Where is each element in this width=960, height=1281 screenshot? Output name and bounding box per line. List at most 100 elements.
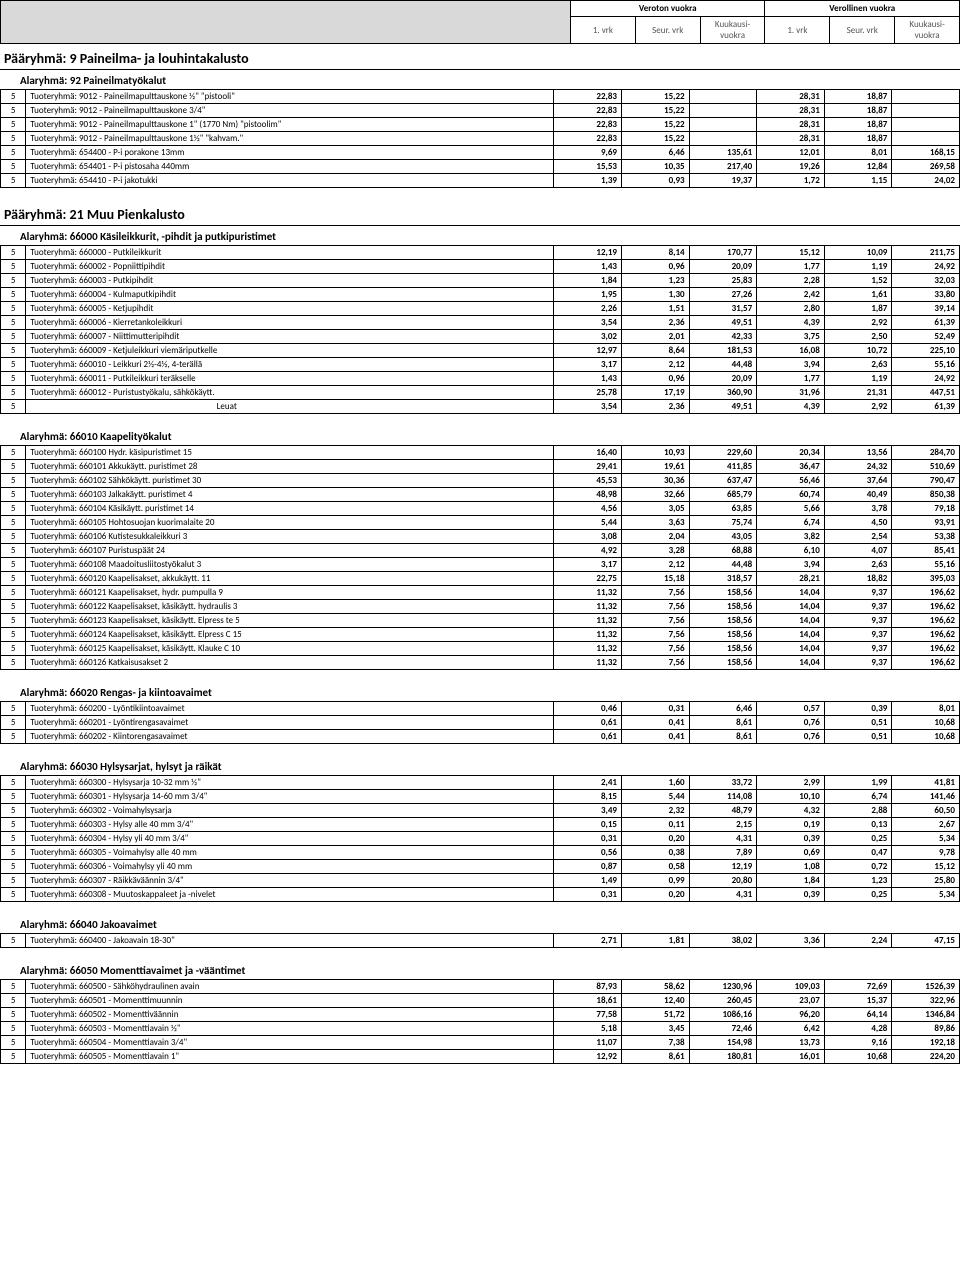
price-cell: 6,74: [757, 516, 825, 530]
price-cell: 43,05: [689, 530, 757, 544]
price-cell: 40,49: [824, 488, 892, 502]
price-cell: 25,78: [554, 386, 622, 400]
price-cell: 211,75: [892, 246, 960, 260]
price-cell: 7,56: [622, 642, 690, 656]
price-cell: 19,26: [757, 160, 825, 174]
price-cell: 44,48: [689, 558, 757, 572]
price-cell: 196,62: [892, 628, 960, 642]
row-spacer: [427, 860, 554, 874]
price-cell: 11,32: [554, 642, 622, 656]
price-cell: 72,69: [824, 980, 892, 994]
price-cell: 8,61: [689, 716, 757, 730]
price-cell: 4,50: [824, 516, 892, 530]
row-spacer: [427, 628, 554, 642]
price-cell: 12,97: [554, 344, 622, 358]
price-cell: 18,87: [824, 132, 892, 146]
row-description: Tuoteryhmä: 660500 - Sähköhydraulinen av…: [26, 980, 427, 994]
row-index: 5: [1, 818, 26, 832]
table-row: 5Tuoteryhmä: 660012 - Puristustyökalu, s…: [1, 386, 960, 400]
price-cell: 55,16: [892, 358, 960, 372]
table-row: 5Tuoteryhmä: 660126 Katkaisusakset 211,3…: [1, 656, 960, 670]
price-cell: 109,03: [757, 980, 825, 994]
price-table: 5Tuoteryhmä: 660500 - Sähköhydraulinen a…: [0, 979, 960, 1064]
price-cell: 20,80: [689, 874, 757, 888]
row-index: 5: [1, 288, 26, 302]
price-cell: 5,44: [554, 516, 622, 530]
price-cell: 56,46: [757, 474, 825, 488]
price-cell: 22,83: [554, 132, 622, 146]
price-cell: 22,75: [554, 572, 622, 586]
price-cell: 22,83: [554, 90, 622, 104]
price-cell: 1,15: [824, 174, 892, 188]
price-cell: 1,39: [554, 174, 622, 188]
row-description: Tuoteryhmä: 660004 - Kulmaputkipihdit: [26, 288, 427, 302]
price-cell: 1,95: [554, 288, 622, 302]
price-cell: 685,79: [689, 488, 757, 502]
row-description: Tuoteryhmä: 9012 - Paineilmapulttauskone…: [26, 104, 427, 118]
sub-group-title: Alaryhmä: 66050 Momenttiavaimet ja -vään…: [0, 960, 960, 979]
table-row: 5Tuoteryhmä: 660103 Jalkakäytt. puristim…: [1, 488, 960, 502]
price-cell: 4,39: [757, 400, 825, 414]
table-row: 5Tuoteryhmä: 9012 - Paineilmapulttauskon…: [1, 104, 960, 118]
price-cell: 7,56: [622, 656, 690, 670]
price-cell: 158,56: [689, 600, 757, 614]
price-cell: 0,69: [757, 846, 825, 860]
row-description: Tuoteryhmä: 660202 - Kiintorengasavaimet: [26, 730, 427, 744]
row-description: Tuoteryhmä: 660010 - Leikkuri 2½-4½, 4-t…: [26, 358, 427, 372]
price-cell: 8,01: [824, 146, 892, 160]
row-description: Tuoteryhmä: 660012 - Puristustyökalu, sä…: [26, 386, 427, 400]
price-cell: 9,37: [824, 628, 892, 642]
row-spacer: [427, 1050, 554, 1064]
price-cell: 51,72: [622, 1008, 690, 1022]
price-cell: 55,16: [892, 558, 960, 572]
price-cell: 135,61: [689, 146, 757, 160]
main-group-title: Pääryhmä: 9 Paineilma- ja louhintakalust…: [0, 44, 960, 70]
row-spacer: [427, 118, 554, 132]
price-cell: 48,98: [554, 488, 622, 502]
table-row: 5Tuoteryhmä: 660505 - Momenttiavain 1"12…: [1, 1050, 960, 1064]
price-cell: 192,18: [892, 1036, 960, 1050]
price-cell: 1,19: [824, 260, 892, 274]
price-cell: 8,61: [689, 730, 757, 744]
price-cell: 1,77: [757, 372, 825, 386]
row-index: 5: [1, 600, 26, 614]
row-index: 5: [1, 716, 26, 730]
table-row: 5Tuoteryhmä: 654401 - P-i pistosaha 440m…: [1, 160, 960, 174]
price-cell: 158,56: [689, 614, 757, 628]
price-table: 5Tuoteryhmä: 9012 - Paineilmapulttauskon…: [0, 89, 960, 188]
price-cell: 360,90: [689, 386, 757, 400]
price-cell: 447,51: [892, 386, 960, 400]
header-sub-kk-b: Kuukausi-vuokra: [895, 17, 960, 44]
price-cell: 196,62: [892, 656, 960, 670]
row-description: Tuoteryhmä: 660201 - Lyöntirengasavaimet: [26, 716, 427, 730]
row-index: 5: [1, 516, 26, 530]
price-cell: 9,69: [554, 146, 622, 160]
price-cell: 196,62: [892, 600, 960, 614]
row-description: Tuoteryhmä: 660303 - Hylsy alle 40 mm 3/…: [26, 818, 427, 832]
price-cell: 0,56: [554, 846, 622, 860]
table-row: 5Tuoteryhmä: 654410 - P-i jakotukki1,390…: [1, 174, 960, 188]
price-cell: 28,31: [757, 104, 825, 118]
price-table: 5Tuoteryhmä: 660300 - Hylsysarja 10-32 m…: [0, 775, 960, 902]
row-description: Tuoteryhmä: 660304 - Hylsy yli 40 mm 3/4…: [26, 832, 427, 846]
price-cell: 284,70: [892, 446, 960, 460]
price-cell: 0,20: [622, 888, 690, 902]
price-cell: 0,41: [622, 716, 690, 730]
price-cell: 93,91: [892, 516, 960, 530]
header-sub-seur-a: Seur. vrk: [635, 17, 700, 44]
price-cell: 45,53: [554, 474, 622, 488]
row-spacer: [427, 656, 554, 670]
price-cell: 2,67: [892, 818, 960, 832]
price-cell: 3,54: [554, 316, 622, 330]
price-cell: 42,33: [689, 330, 757, 344]
table-row: 5Tuoteryhmä: 660500 - Sähköhydraulinen a…: [1, 980, 960, 994]
price-cell: [892, 132, 960, 146]
row-index: 5: [1, 888, 26, 902]
price-cell: 2,41: [554, 776, 622, 790]
price-cell: 28,21: [757, 572, 825, 586]
price-cell: 22,83: [554, 118, 622, 132]
price-cell: 2,88: [824, 804, 892, 818]
price-cell: 18,82: [824, 572, 892, 586]
header-sub-kk-a: Kuukausi-vuokra: [700, 17, 765, 44]
price-cell: 1,49: [554, 874, 622, 888]
